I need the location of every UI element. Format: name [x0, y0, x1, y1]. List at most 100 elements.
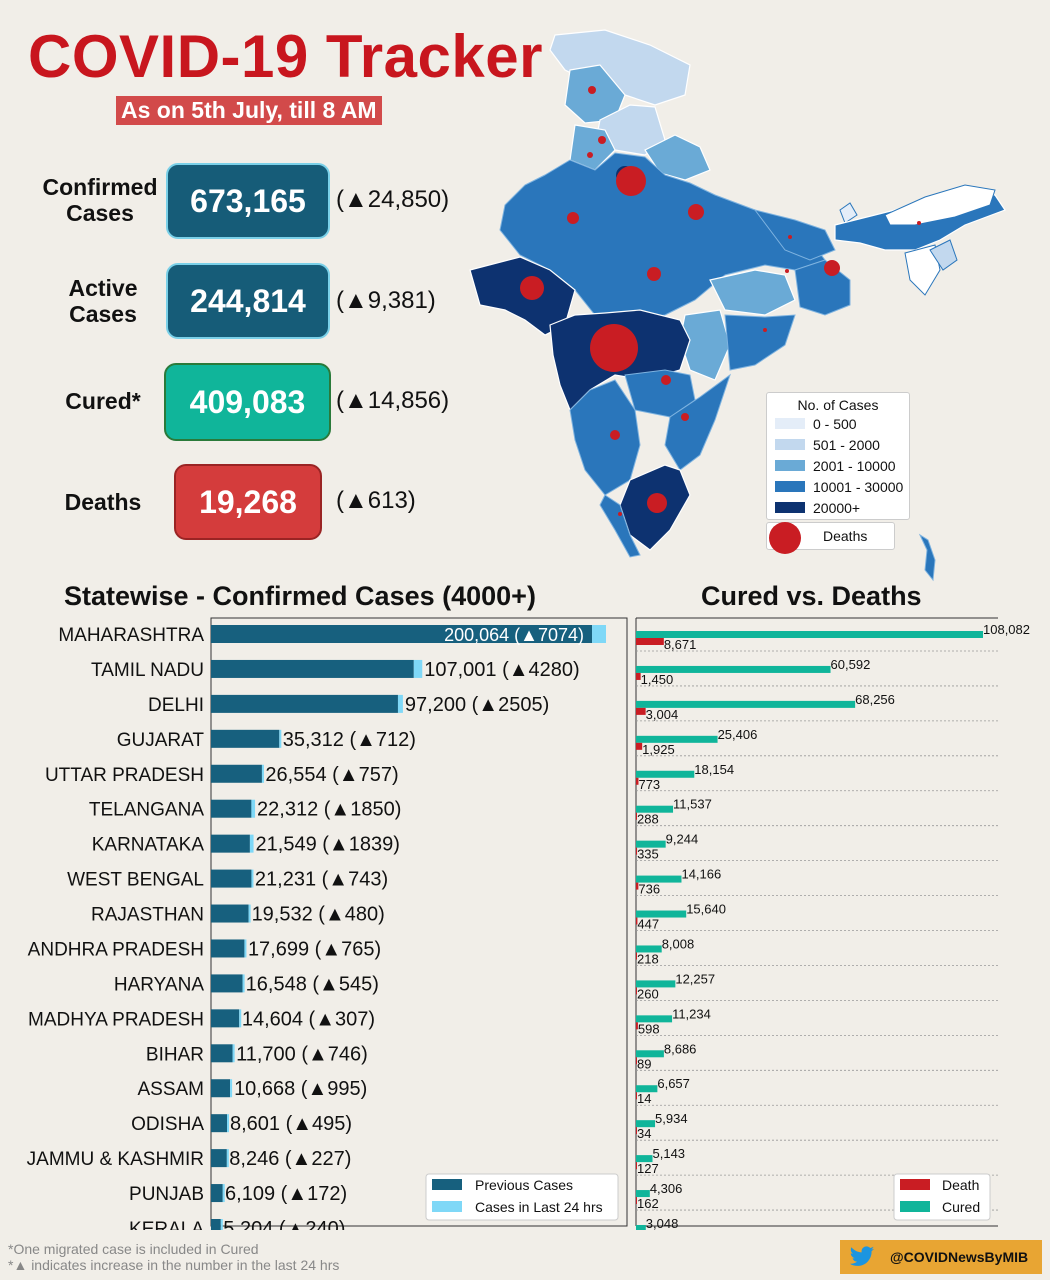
- cured-value-label: 6,657: [657, 1076, 690, 1091]
- previous-cases-bar: [211, 1114, 228, 1133]
- cured-bar: [636, 910, 687, 918]
- last-24h-bar: [220, 1219, 223, 1230]
- legend-swatch-cured: [900, 1201, 930, 1212]
- cured-value-label: 12,257: [675, 971, 715, 986]
- state-label: ASSAM: [137, 1079, 204, 1100]
- death-value-label: 3,004: [646, 707, 679, 722]
- map-legend: No. of Cases 0 - 500 501 - 2000 2001 - 100…: [766, 392, 910, 520]
- statewise-legend: Previous Cases Cases in Last 24 hrs: [425, 1173, 619, 1221]
- previous-cases-bar: [211, 764, 262, 783]
- bar-value-label: 21,231 (▲743): [255, 869, 388, 891]
- death-marker-andhra: [681, 413, 689, 421]
- cured-value-label: 11,234: [672, 1006, 711, 1021]
- twitter-handle-badge[interactable]: @COVIDNewsByMIB: [840, 1240, 1042, 1274]
- map-legend-item: 2001 - 10000: [767, 455, 909, 476]
- map-region-ladakh: [549, 29, 691, 106]
- previous-cases-bar: [211, 1009, 240, 1028]
- cured-bar: [636, 1050, 664, 1058]
- last-24h-bar: [226, 1149, 229, 1168]
- map-legend-swatch: [775, 418, 805, 429]
- death-bar: [636, 777, 639, 785]
- cured-value-label: 5,143: [653, 1146, 686, 1161]
- twitter-bird-icon: [849, 1246, 875, 1266]
- cured-bar: [636, 1085, 658, 1093]
- active-label-line1: Active: [68, 275, 138, 301]
- footnote: *One migrated case is included in Cured …: [8, 1241, 339, 1273]
- bar-value-label: 97,200 (▲2505): [405, 694, 549, 716]
- state-label: HARYANA: [114, 974, 204, 995]
- last-24h-bar: [413, 659, 423, 678]
- bar-value-label: 26,554 (▲757): [265, 764, 398, 786]
- previous-cases-bar: [211, 799, 252, 818]
- death-bar: [636, 1197, 637, 1205]
- death-marker-haryana: [598, 136, 606, 144]
- state-label: JAMMU & KASHMIR: [27, 1149, 204, 1170]
- map-legend-swatch: [775, 439, 805, 450]
- map-region-andhra: [664, 373, 731, 471]
- map-region-jharkhand: [709, 269, 796, 316]
- confirmed-label: Confirmed Cases: [30, 174, 170, 226]
- cured-value-label: 3,048: [646, 1216, 679, 1230]
- death-value-label: 447: [637, 917, 659, 932]
- map-legend-label: 501 - 2000: [813, 436, 880, 453]
- death-value-label: 34: [637, 1126, 651, 1141]
- death-marker-madhya-pradesh: [647, 267, 661, 281]
- legend-label-cured: Cured: [942, 1199, 980, 1215]
- last-24h-bar: [232, 1044, 235, 1063]
- death-bar: [636, 952, 637, 960]
- cured-bar: [636, 805, 674, 813]
- state-label: DELHI: [148, 695, 204, 716]
- death-marker-assam: [917, 221, 921, 225]
- cured-bar: [636, 1155, 653, 1163]
- cured-deaths-legend: Death Cured: [893, 1173, 991, 1221]
- previous-cases-bar: [211, 1219, 221, 1230]
- last-24h-bar: [227, 1114, 230, 1133]
- bar-value-label: 16,548 (▲545): [246, 973, 379, 995]
- confirmed-label-line2: Cases: [66, 200, 134, 226]
- previous-cases-bar: [211, 659, 414, 678]
- cured-bar: [636, 980, 676, 988]
- cured-bar: [636, 665, 831, 673]
- previous-cases-bar: [211, 729, 280, 748]
- active-label: Active Cases: [33, 275, 173, 327]
- death-bar: [636, 1057, 637, 1065]
- last-24h-bar: [244, 939, 247, 958]
- last-24h-bar: [248, 904, 251, 923]
- cured-value-label: 25,406: [718, 727, 758, 742]
- death-bar: [636, 672, 641, 680]
- cured-bar: [636, 1120, 656, 1128]
- death-marker-odisha: [763, 328, 767, 332]
- deaths-value-box: 19,268: [174, 464, 322, 540]
- last-24h-bar: [249, 834, 254, 853]
- confirmed-value: 673,165: [190, 182, 306, 219]
- state-label: RAJASTHAN: [91, 905, 204, 926]
- previous-cases-bar: [211, 625, 593, 643]
- last-24h-bar: [242, 974, 245, 993]
- death-bar: [636, 707, 646, 715]
- death-value-label: 288: [637, 812, 659, 827]
- bar-value-label: 21,549 (▲1839): [256, 834, 400, 856]
- death-bar: [636, 812, 637, 820]
- cured-value-label: 11,537: [673, 797, 712, 812]
- bar-value-label: 19,532 (▲480): [252, 904, 385, 926]
- death-marker-telangana: [661, 375, 671, 385]
- death-value-label: 335: [637, 847, 659, 862]
- death-marker-delhi: [616, 166, 646, 196]
- cured-bar: [636, 735, 718, 743]
- last-24h-bar: [230, 1079, 233, 1098]
- confirmed-delta: (▲24,850): [336, 186, 450, 213]
- active-value-box: 244,814: [166, 263, 330, 339]
- twitter-handle: @COVIDNewsByMIB: [890, 1249, 1029, 1265]
- cured-delta: (▲14,856): [336, 387, 450, 414]
- death-value-label: 14: [637, 1091, 651, 1106]
- legend-swatch-death: [900, 1179, 930, 1190]
- death-marker-uttar-pradesh: [688, 204, 704, 220]
- cured-value-label: 108,082: [983, 622, 1030, 637]
- state-label: MAHARASHTRA: [58, 625, 204, 646]
- state-label: TELANGANA: [89, 800, 204, 821]
- previous-cases-bar: [211, 1149, 227, 1168]
- map-legend-item: 20000+: [767, 497, 909, 518]
- map-region-north-central: [499, 152, 826, 321]
- last-24h-bar: [261, 764, 264, 783]
- map-legend-title: No. of Cases: [797, 397, 879, 413]
